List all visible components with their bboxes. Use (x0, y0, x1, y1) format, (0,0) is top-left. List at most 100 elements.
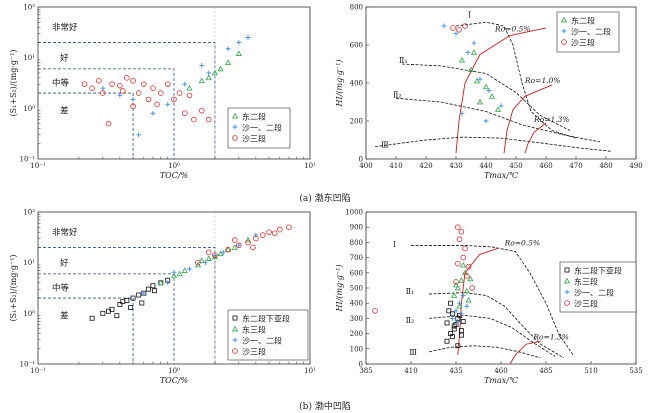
legend-label: 沙一、二段 (571, 27, 611, 37)
data-point (136, 292, 142, 298)
data-point (139, 300, 145, 306)
kerogen-curve (455, 21, 577, 139)
data-point (176, 90, 183, 96)
kerogen-label: Ⅱ₂ (393, 90, 402, 99)
data-point (96, 77, 102, 84)
legend-marker (232, 348, 238, 354)
data-point (449, 334, 455, 340)
ro-label: Ro=1.3% (532, 333, 569, 342)
data-point (225, 246, 231, 253)
y-tick-label: 500 (350, 285, 363, 293)
data-point (186, 92, 193, 99)
data-point (171, 96, 177, 103)
y-tick-label: 10⁰ (23, 105, 35, 113)
data-point (117, 82, 123, 89)
data-point (154, 101, 160, 108)
data-point (109, 81, 115, 87)
data-point (453, 322, 459, 327)
data-point (100, 90, 106, 96)
kerogen-label: Ⅲ (381, 141, 389, 150)
data-point (202, 260, 208, 266)
data-point (165, 101, 171, 107)
kerogen-label: Ⅱ₁ (399, 56, 408, 65)
data-point (456, 26, 462, 33)
data-point (187, 266, 192, 272)
data-point (271, 230, 278, 237)
data-point (117, 92, 123, 98)
legend-marker (563, 277, 571, 284)
class-label: 好 (60, 53, 69, 64)
x-tick-label: 435 (449, 367, 462, 375)
data-point (199, 63, 205, 68)
data-point (467, 66, 475, 73)
data-point (498, 103, 504, 109)
data-point (451, 326, 457, 332)
kerogen-curve (374, 136, 613, 152)
data-point (176, 270, 183, 277)
data-point (266, 229, 272, 235)
data-point (460, 318, 466, 324)
data-point (460, 261, 467, 268)
y-tick-label: 800 (350, 239, 363, 247)
data-point (450, 316, 455, 321)
data-point (157, 279, 164, 286)
data-point (130, 97, 136, 102)
data-point (141, 81, 147, 87)
data-point (136, 132, 142, 138)
y-tick-label: 600 (350, 269, 363, 277)
threshold-line (38, 68, 175, 159)
x-tick-label: 510 (584, 367, 597, 375)
chart-b-right: 385 410 435 460 485 510 535 0 100 200 300 400 500 600… (335, 209, 643, 386)
caption-b: (b) 渤中凹陷 (299, 400, 351, 412)
data-point (452, 281, 460, 288)
data-point (477, 76, 483, 82)
data-point (471, 40, 477, 46)
data-point (152, 288, 158, 294)
data-point (455, 343, 461, 349)
legend-box (227, 309, 309, 361)
kerogen-curve (428, 345, 541, 359)
legend-marker (561, 28, 567, 34)
legend-label: 沙三段 (242, 347, 266, 357)
kerogen-curve (411, 245, 574, 356)
data-point (81, 81, 88, 87)
data-point (455, 319, 461, 324)
y-tick-label: 10¹ (23, 259, 35, 267)
y-tick-label: 400 (350, 80, 363, 88)
data-point (460, 293, 466, 298)
data-point (453, 308, 459, 314)
data-point (464, 303, 470, 309)
y-tick-label: 700 (350, 254, 363, 262)
data-point (205, 74, 212, 81)
data-point (205, 249, 212, 256)
legend-label: 东二段 (571, 16, 595, 26)
kerogen-curve (428, 314, 556, 357)
data-point (444, 320, 450, 326)
data-point (225, 246, 232, 253)
data-point (450, 25, 456, 31)
ro-line (524, 122, 547, 154)
y-tick-label: 100 (350, 345, 363, 353)
x-axis-title: TOC/% (160, 171, 189, 180)
data-point (124, 297, 130, 303)
data-point (100, 310, 106, 316)
x-tick-label: 480 (599, 162, 612, 170)
data-point (476, 98, 484, 105)
data-point (186, 84, 193, 91)
x-tick-label: 470 (569, 162, 582, 170)
data-point (146, 286, 151, 292)
data-point (444, 338, 450, 344)
x-tick-label: 400 (359, 162, 372, 170)
data-point (158, 90, 164, 96)
data-point (171, 269, 177, 275)
data-point (206, 70, 212, 76)
class-label: 非常好 (52, 22, 78, 33)
y-tick-label: 10⁻¹ (20, 361, 36, 369)
y-tick-label: 200 (350, 330, 363, 338)
data-point (465, 296, 472, 303)
data-point (494, 106, 502, 112)
y-tick-label: 600 (350, 42, 363, 50)
x-tick-label: 440 (479, 162, 492, 170)
data-point (120, 299, 126, 305)
